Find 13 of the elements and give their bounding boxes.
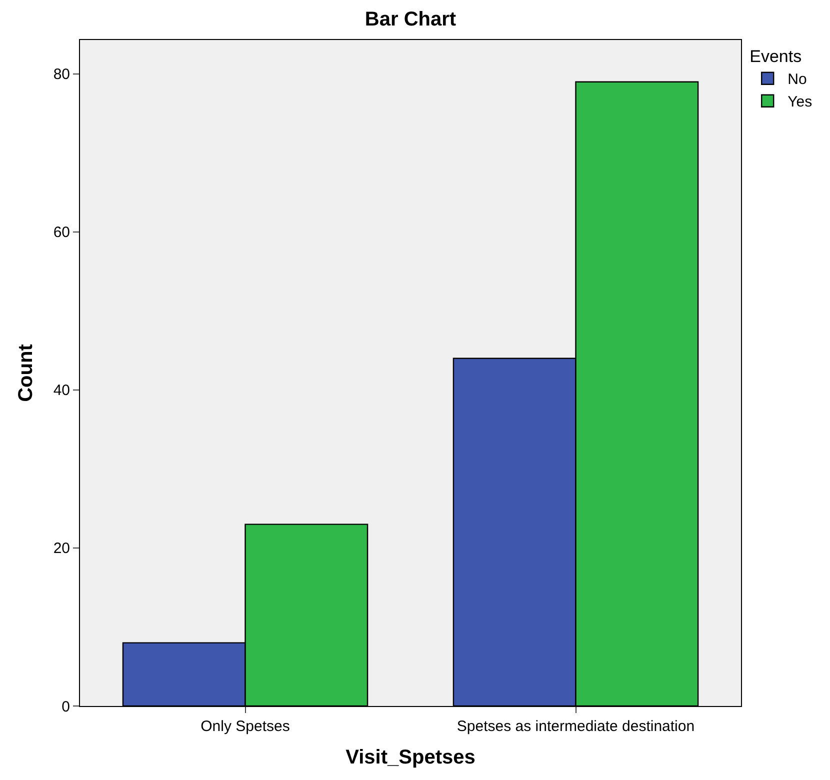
legend-title: Events <box>750 47 802 66</box>
y-tick-label: 40 <box>53 382 70 400</box>
y-tick-label: 0 <box>62 698 70 716</box>
y-tick-label: 20 <box>53 540 70 558</box>
x-tick-label: Spetses as intermediate destination <box>456 718 695 735</box>
x-axis-title: Visit_Spetses <box>346 746 476 768</box>
y-tick-label: 80 <box>53 66 70 84</box>
x-tick-label: Only Spetses <box>200 718 290 735</box>
y-axis-title: Count <box>14 344 37 402</box>
legend-label: No <box>788 71 807 88</box>
y-tick-label: 60 <box>53 224 70 242</box>
legend-label: Yes <box>788 94 812 111</box>
chart-title: Bar Chart <box>364 8 456 31</box>
